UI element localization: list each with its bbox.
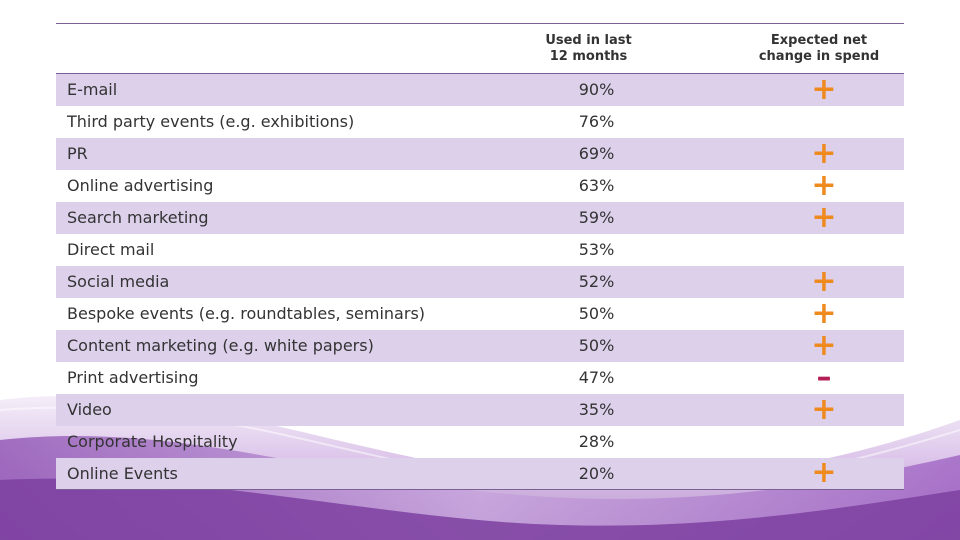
channel-name: Print advertising <box>67 368 199 387</box>
expected-change-cell: + <box>734 458 904 490</box>
table-row: Online Events 20% + <box>56 457 904 490</box>
used-percentage: 20% <box>578 463 615 483</box>
table-row: E-mail 90% + <box>56 73 904 106</box>
expected-change-cell: – <box>734 362 904 394</box>
expected-change-cell <box>734 234 904 266</box>
header-used-label: Used in last 12 months <box>545 32 632 64</box>
used-percentage: 69% <box>578 144 615 163</box>
table-row: Third party events (e.g. exhibitions) 76% <box>56 106 904 138</box>
plus-icon: + <box>811 327 837 363</box>
used-percentage: 35% <box>578 400 615 419</box>
expected-change-cell <box>734 426 904 458</box>
used-percentage: 28% <box>578 432 615 451</box>
table-header: Used in last 12 months Expected net chan… <box>56 23 904 74</box>
used-percentage: 59% <box>578 208 615 227</box>
plus-icon: + <box>811 199 837 235</box>
table-row: Corporate Hospitality 28% <box>56 426 904 458</box>
marketing-channels-table: Used in last 12 months Expected net chan… <box>56 23 904 490</box>
table-row: PR 69% + <box>56 137 904 170</box>
table-body: E-mail 90% + Third party events (e.g. exhib… <box>56 73 904 490</box>
plus-icon: + <box>811 263 837 299</box>
expected-change-cell: + <box>734 330 904 362</box>
expected-change-cell: + <box>734 266 904 298</box>
marketing-channels-table-container: Used in last 12 months Expected net chan… <box>56 23 904 490</box>
header-row: Used in last 12 months Expected net chan… <box>56 23 904 74</box>
table-row: Print advertising 47% – <box>56 362 904 394</box>
table-row: Social media 52% + <box>56 265 904 298</box>
table-row: Direct mail 53% <box>56 234 904 266</box>
minus-icon: – <box>816 359 832 395</box>
header-channel <box>56 24 471 74</box>
used-percentage: 50% <box>578 304 615 323</box>
expected-change-cell: + <box>734 74 904 106</box>
table-row: Bespoke events (e.g. roundtables, semina… <box>56 298 904 330</box>
channel-name: Social media <box>67 272 170 291</box>
expected-change-cell: + <box>734 298 904 330</box>
channel-name: Direct mail <box>67 240 155 259</box>
used-percentage: 63% <box>578 176 615 195</box>
expected-change-cell: + <box>734 138 904 170</box>
table-row: Content marketing (e.g. white papers) 50%… <box>56 329 904 362</box>
table-row: Online advertising 63% + <box>56 170 904 202</box>
channel-name: Online Events <box>67 463 178 483</box>
expected-change-cell <box>734 106 904 138</box>
expected-change-cell: + <box>734 394 904 426</box>
expected-change-cell: + <box>734 202 904 234</box>
used-percentage: 50% <box>578 336 615 355</box>
channel-name: Corporate Hospitality <box>67 432 238 451</box>
plus-icon: + <box>811 391 837 427</box>
header-change-label: Expected net change in spend <box>758 32 880 64</box>
channel-name: Third party events (e.g. exhibitions) <box>67 112 355 131</box>
channel-name: Bespoke events (e.g. roundtables, semina… <box>67 304 426 323</box>
used-percentage: 47% <box>578 368 615 387</box>
plus-icon: + <box>811 135 837 171</box>
table-row: Video 35% + <box>56 393 904 426</box>
channel-name: PR <box>67 144 88 163</box>
plus-icon: + <box>811 71 837 107</box>
channel-name: Content marketing (e.g. white papers) <box>67 336 374 355</box>
header-used-last-12-months: Used in last 12 months <box>471 24 734 74</box>
used-percentage: 76% <box>578 112 615 131</box>
plus-icon: + <box>811 455 837 491</box>
table-row: Search marketing 59% + <box>56 201 904 234</box>
channel-name: E-mail <box>67 80 118 100</box>
expected-change-cell: + <box>734 170 904 202</box>
channel-name: Online advertising <box>67 176 214 195</box>
used-percentage: 53% <box>578 240 615 259</box>
header-expected-change: Expected net change in spend <box>734 24 904 74</box>
used-percentage: 52% <box>578 272 615 291</box>
plus-icon: + <box>811 167 837 203</box>
plus-icon: + <box>811 295 837 331</box>
channel-name: Video <box>67 400 112 419</box>
used-percentage: 90% <box>578 80 615 100</box>
channel-name: Search marketing <box>67 208 209 227</box>
